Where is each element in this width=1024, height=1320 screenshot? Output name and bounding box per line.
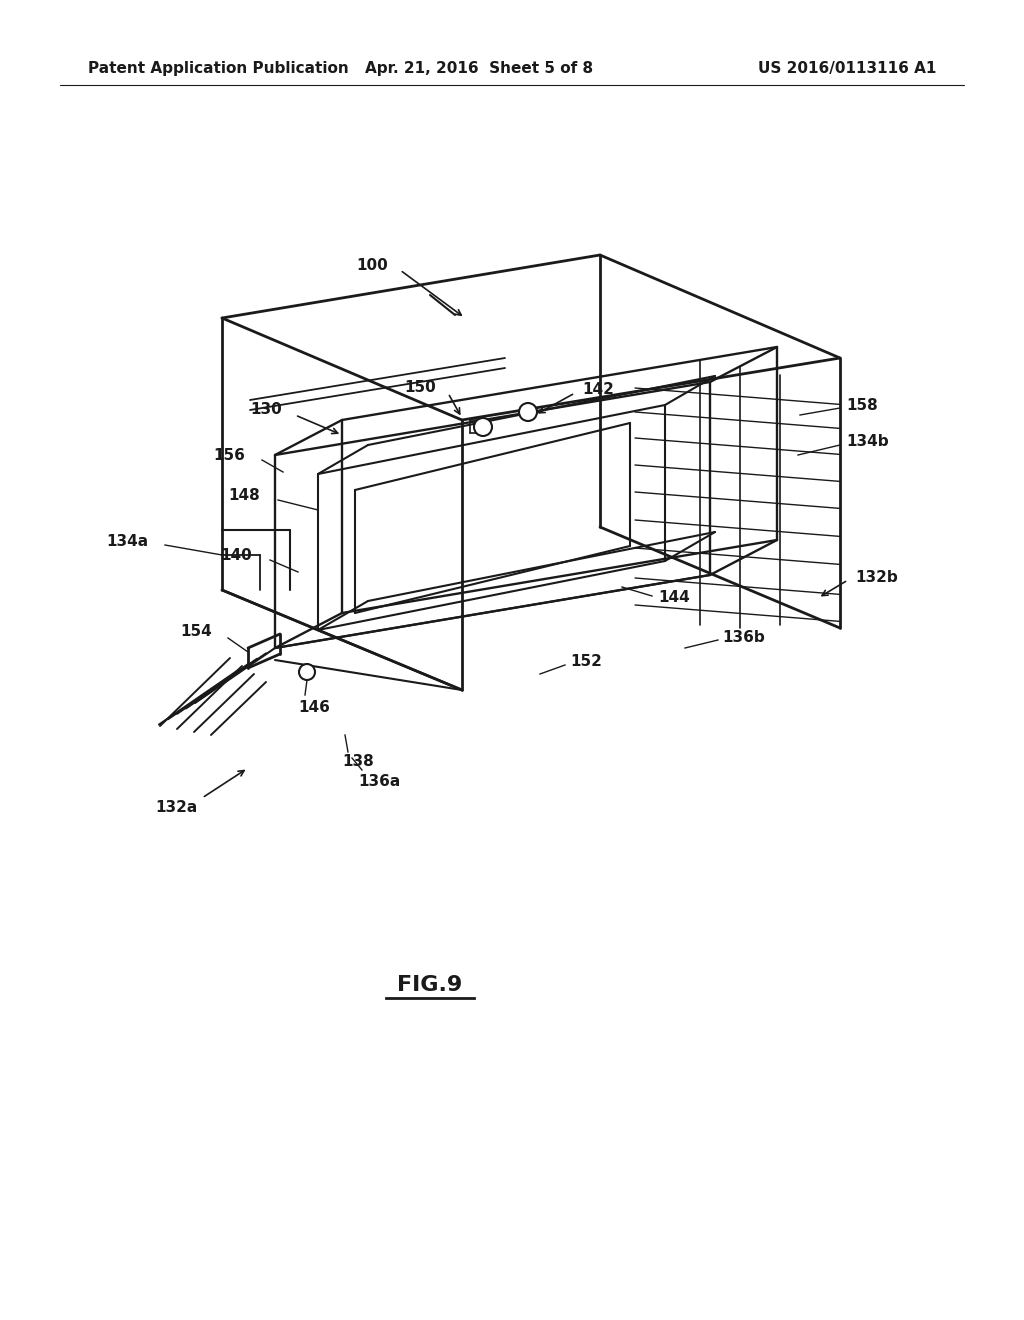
Text: 144: 144 <box>658 590 690 606</box>
Text: 138: 138 <box>342 755 374 770</box>
Text: 148: 148 <box>228 487 260 503</box>
Text: 146: 146 <box>298 701 330 715</box>
Text: 154: 154 <box>180 624 212 639</box>
Text: 152: 152 <box>570 655 602 669</box>
Text: 158: 158 <box>846 397 878 412</box>
Text: 132b: 132b <box>855 570 898 586</box>
Text: 140: 140 <box>220 548 252 562</box>
Text: 130: 130 <box>250 403 282 417</box>
Text: US 2016/0113116 A1: US 2016/0113116 A1 <box>758 61 936 75</box>
Text: FIG.9: FIG.9 <box>397 975 463 995</box>
Text: 134b: 134b <box>846 434 889 450</box>
Text: Apr. 21, 2016  Sheet 5 of 8: Apr. 21, 2016 Sheet 5 of 8 <box>365 61 593 75</box>
Circle shape <box>299 664 315 680</box>
Text: 136a: 136a <box>358 775 400 789</box>
Circle shape <box>474 418 492 436</box>
Text: 134a: 134a <box>105 533 148 549</box>
Text: 156: 156 <box>213 447 245 462</box>
Text: Patent Application Publication: Patent Application Publication <box>88 61 349 75</box>
Circle shape <box>519 403 537 421</box>
Text: 100: 100 <box>356 257 388 272</box>
Text: 142: 142 <box>582 383 613 397</box>
Text: 132a: 132a <box>155 800 198 816</box>
Text: 136b: 136b <box>722 631 765 645</box>
Text: 150: 150 <box>404 380 436 396</box>
